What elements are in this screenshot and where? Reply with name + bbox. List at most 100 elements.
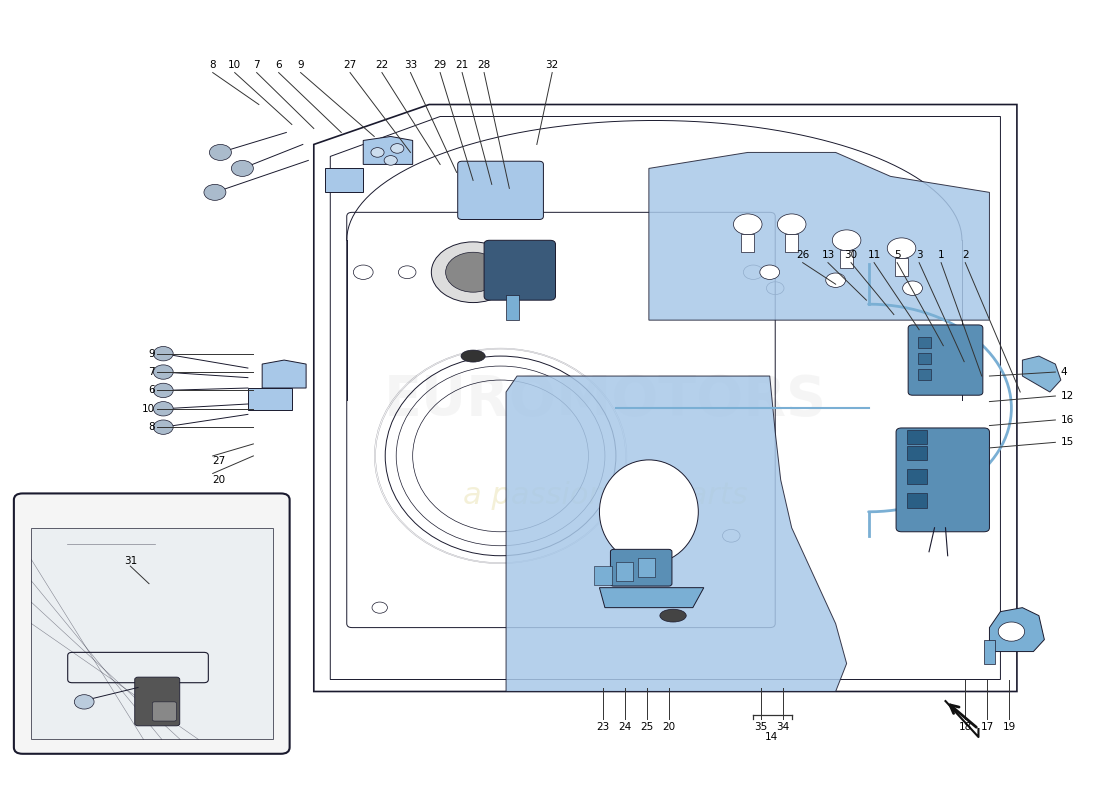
Text: 19: 19 — [1002, 722, 1015, 733]
Polygon shape — [1022, 356, 1060, 392]
Text: 13: 13 — [822, 250, 835, 260]
Text: 17: 17 — [980, 722, 994, 733]
Text: 34: 34 — [777, 722, 790, 733]
Bar — [908, 494, 927, 508]
Circle shape — [446, 252, 501, 292]
Circle shape — [384, 156, 397, 166]
Text: 9: 9 — [147, 349, 154, 358]
Polygon shape — [262, 360, 306, 388]
Circle shape — [75, 694, 95, 709]
Polygon shape — [649, 153, 989, 320]
Circle shape — [153, 402, 173, 416]
Text: 31: 31 — [123, 556, 138, 566]
Bar — [918, 369, 932, 380]
Text: 28: 28 — [477, 59, 491, 70]
Circle shape — [778, 214, 806, 234]
Text: 7: 7 — [253, 59, 260, 70]
Bar — [908, 430, 927, 444]
Bar — [506, 294, 519, 320]
Text: 29: 29 — [433, 59, 447, 70]
FancyBboxPatch shape — [909, 325, 983, 395]
Text: 20: 20 — [662, 722, 675, 733]
Polygon shape — [248, 388, 292, 410]
Text: 4: 4 — [1060, 367, 1067, 377]
Text: 6: 6 — [147, 386, 154, 395]
Circle shape — [153, 365, 173, 379]
Bar — [908, 446, 927, 460]
Circle shape — [371, 148, 384, 158]
Circle shape — [903, 281, 923, 295]
FancyBboxPatch shape — [134, 677, 179, 726]
Circle shape — [204, 184, 226, 200]
Text: 20: 20 — [212, 475, 226, 485]
FancyBboxPatch shape — [458, 162, 543, 219]
Polygon shape — [989, 608, 1044, 651]
Text: 10: 10 — [228, 59, 241, 70]
Text: 3: 3 — [916, 250, 923, 260]
Circle shape — [153, 420, 173, 434]
Text: 5: 5 — [894, 250, 901, 260]
FancyBboxPatch shape — [896, 428, 989, 532]
Ellipse shape — [600, 460, 698, 564]
Polygon shape — [600, 588, 704, 608]
Polygon shape — [324, 169, 363, 192]
Text: 35: 35 — [755, 722, 768, 733]
FancyBboxPatch shape — [14, 494, 289, 754]
Bar — [840, 250, 854, 268]
Circle shape — [231, 161, 253, 176]
Circle shape — [431, 242, 515, 302]
Bar — [918, 353, 932, 364]
Circle shape — [826, 273, 846, 287]
FancyBboxPatch shape — [152, 702, 176, 721]
Text: 15: 15 — [1060, 438, 1074, 447]
Circle shape — [209, 145, 231, 161]
Ellipse shape — [660, 610, 686, 622]
Bar — [616, 562, 634, 582]
FancyBboxPatch shape — [484, 240, 556, 300]
Text: 24: 24 — [618, 722, 631, 733]
Circle shape — [888, 238, 916, 258]
Text: 22: 22 — [375, 59, 388, 70]
Circle shape — [760, 265, 780, 279]
Bar — [918, 337, 932, 348]
Text: 16: 16 — [1060, 415, 1074, 425]
Text: 18: 18 — [958, 722, 972, 733]
Text: 10: 10 — [142, 404, 154, 414]
Circle shape — [998, 622, 1024, 641]
Text: EUROMOTORS: EUROMOTORS — [384, 373, 826, 427]
Text: 6: 6 — [275, 59, 282, 70]
Text: 23: 23 — [596, 722, 609, 733]
Text: 1: 1 — [938, 250, 945, 260]
Bar — [785, 234, 799, 252]
Text: 14: 14 — [766, 732, 779, 742]
Text: 26: 26 — [796, 250, 810, 260]
Polygon shape — [506, 376, 847, 691]
Circle shape — [153, 383, 173, 398]
Bar — [984, 639, 994, 663]
Polygon shape — [363, 137, 412, 165]
Circle shape — [833, 230, 861, 250]
Text: 7: 7 — [147, 367, 154, 377]
Text: 25: 25 — [640, 722, 653, 733]
Text: 21: 21 — [455, 59, 469, 70]
Circle shape — [153, 346, 173, 361]
Bar — [908, 470, 927, 484]
Text: 27: 27 — [212, 457, 226, 466]
Circle shape — [734, 214, 762, 234]
Text: 11: 11 — [868, 250, 881, 260]
Text: a passion for parts: a passion for parts — [463, 482, 747, 510]
Bar — [594, 566, 612, 586]
Text: 12: 12 — [1060, 391, 1074, 401]
Bar — [638, 558, 656, 578]
Ellipse shape — [461, 350, 485, 362]
Bar — [895, 258, 909, 276]
Text: 8: 8 — [209, 59, 216, 70]
Bar — [741, 234, 755, 252]
Polygon shape — [32, 528, 273, 739]
Circle shape — [390, 144, 404, 154]
Text: 32: 32 — [546, 59, 559, 70]
Text: 9: 9 — [297, 59, 304, 70]
FancyBboxPatch shape — [610, 550, 672, 586]
Text: 8: 8 — [147, 422, 154, 432]
Text: 33: 33 — [404, 59, 417, 70]
